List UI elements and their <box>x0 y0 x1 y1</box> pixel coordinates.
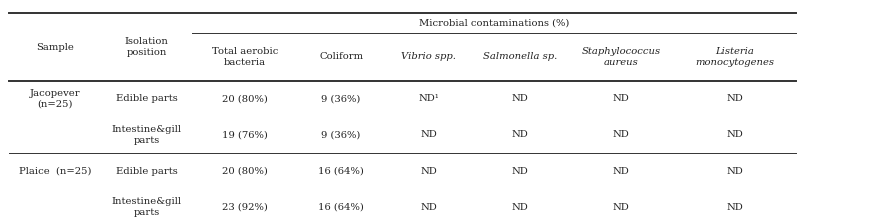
Text: ND: ND <box>512 167 529 176</box>
Text: ND: ND <box>512 130 529 140</box>
Text: Coliform: Coliform <box>319 52 363 61</box>
Text: Jacopever
(n=25): Jacopever (n=25) <box>29 89 80 109</box>
Text: Intestine&gill
parts: Intestine&gill parts <box>112 197 182 217</box>
Text: Edible parts: Edible parts <box>116 167 178 176</box>
Text: ND: ND <box>613 203 629 212</box>
Text: ND: ND <box>726 167 743 176</box>
Text: ND¹: ND¹ <box>418 94 439 103</box>
Text: Edible parts: Edible parts <box>116 94 178 103</box>
Text: ND: ND <box>613 130 629 140</box>
Text: Listeria
monocytogenes: Listeria monocytogenes <box>695 47 774 66</box>
Text: Plaice  (n=25): Plaice (n=25) <box>19 167 91 176</box>
Text: ND: ND <box>512 203 529 212</box>
Text: ND: ND <box>420 130 437 140</box>
Text: 9 (36%): 9 (36%) <box>321 94 360 103</box>
Text: 20 (80%): 20 (80%) <box>222 94 268 103</box>
Text: 9 (36%): 9 (36%) <box>321 130 360 140</box>
Text: 23 (92%): 23 (92%) <box>222 203 268 212</box>
Text: ND: ND <box>613 94 629 103</box>
Text: Microbial contaminations (%): Microbial contaminations (%) <box>419 19 569 27</box>
Text: Intestine&gill
parts: Intestine&gill parts <box>112 125 182 145</box>
Text: ND: ND <box>512 94 529 103</box>
Text: 19 (76%): 19 (76%) <box>222 130 268 140</box>
Text: Total aerobic
bacteria: Total aerobic bacteria <box>211 47 278 66</box>
Text: ND: ND <box>726 203 743 212</box>
Text: 16 (64%): 16 (64%) <box>318 203 364 212</box>
Text: ND: ND <box>420 203 437 212</box>
Text: ND: ND <box>613 167 629 176</box>
Text: Sample: Sample <box>36 43 74 52</box>
Text: Salmonella sp.: Salmonella sp. <box>483 52 558 61</box>
Text: 16 (64%): 16 (64%) <box>318 167 364 176</box>
Text: 20 (80%): 20 (80%) <box>222 167 268 176</box>
Text: ND: ND <box>726 130 743 140</box>
Text: Staphylococcus
aureus: Staphylococcus aureus <box>582 47 660 66</box>
Text: ND: ND <box>420 167 437 176</box>
Text: Vibrio spp.: Vibrio spp. <box>401 52 456 61</box>
Text: Isolation
position: Isolation position <box>125 37 169 57</box>
Text: ND: ND <box>726 94 743 103</box>
